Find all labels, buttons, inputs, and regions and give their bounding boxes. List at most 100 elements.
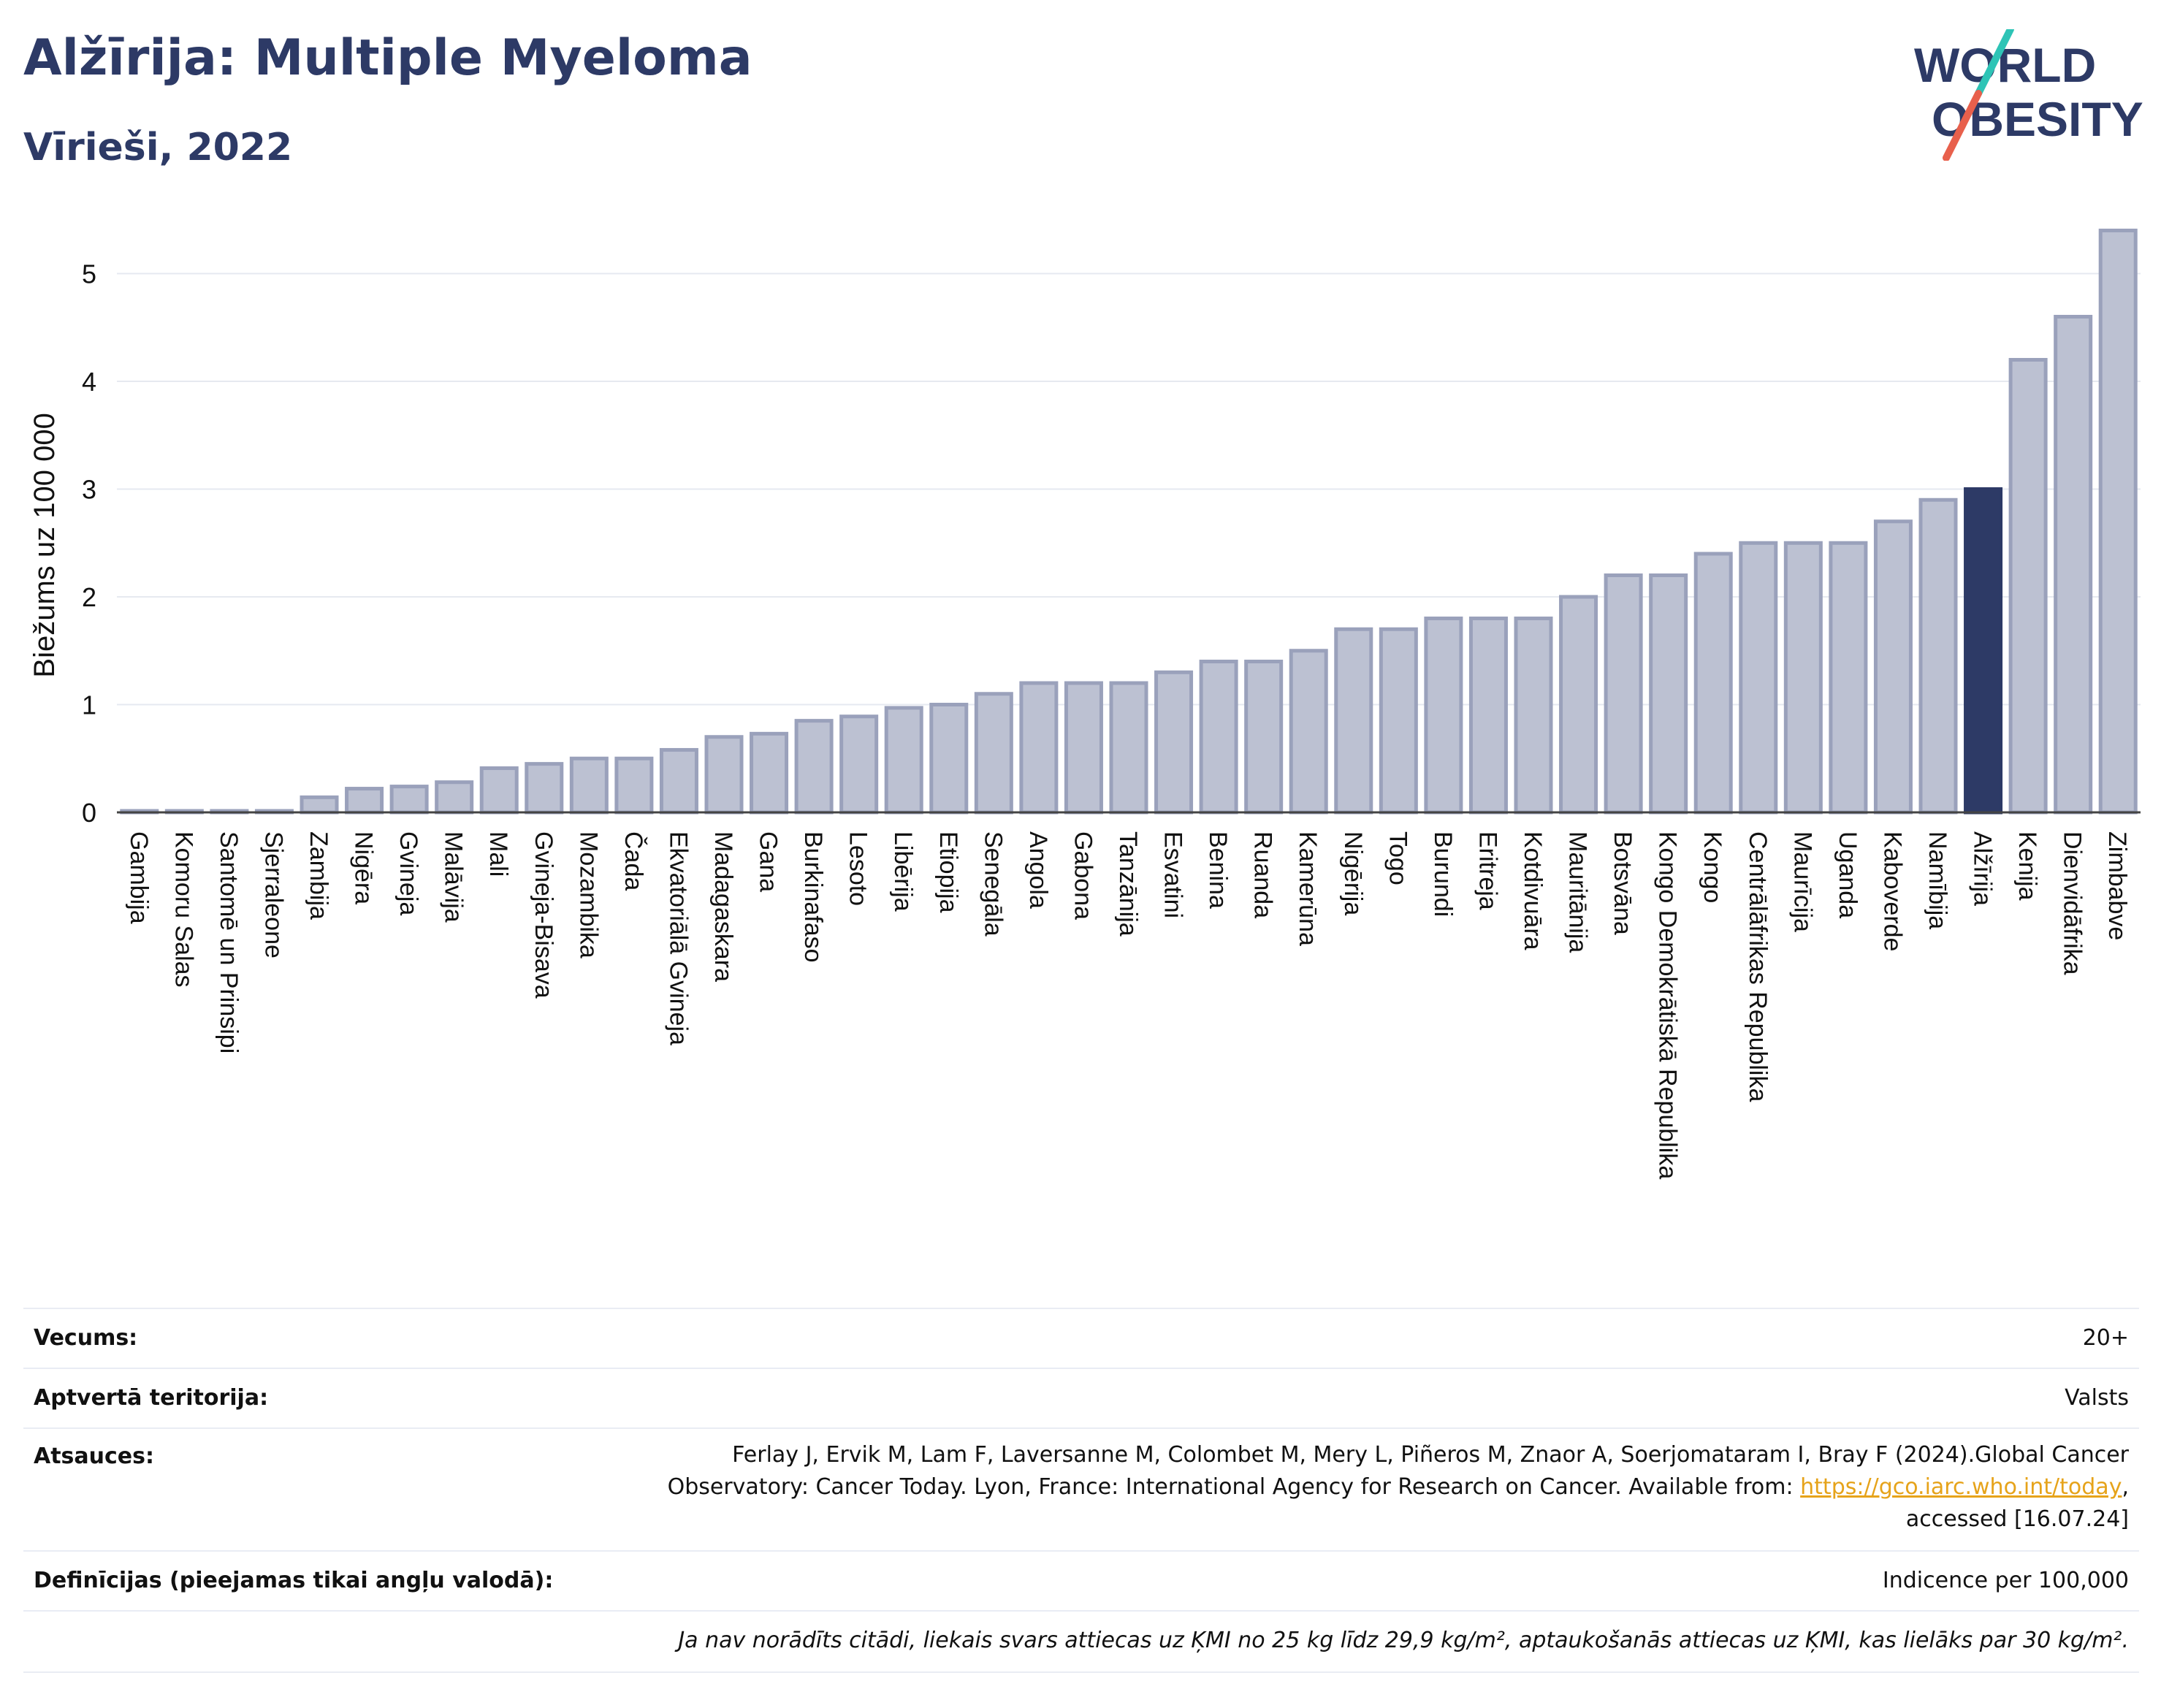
bar-Botsvāna (1604, 573, 1643, 815)
x-tick-label: Eritreja (1474, 831, 1501, 910)
note-text: Ja nav norādīts citādi, liekais svars at… (678, 1628, 2129, 1653)
page-title: Alžīrija: Multiple Myeloma (23, 29, 752, 87)
bar-Gana (750, 731, 789, 815)
bar-Esvatini (1154, 670, 1194, 815)
y-tick-label: 1 (82, 690, 96, 720)
meta-row-refs: Atsauces: Ferlay J, Ervik M, Lam F, Lave… (23, 1427, 2139, 1552)
x-tick-label: Esvatini (1159, 831, 1187, 918)
refs-link[interactable]: https://gco.iarc.who.int/today (1800, 1474, 2122, 1500)
age-value: 20+ (2082, 1325, 2129, 1351)
x-tick-label: Madagaskara (709, 831, 737, 982)
bars (120, 229, 2138, 815)
x-tick-label: Gabona (1069, 831, 1097, 920)
bar-Nigērija (1334, 627, 1373, 815)
bar-Tanzānija (1109, 681, 1148, 815)
x-tick-label: Senegāla (979, 831, 1007, 937)
bar-Čada (614, 756, 654, 815)
x-tick-label: Gvineja (395, 831, 422, 915)
age-label: Vecums: (34, 1325, 138, 1351)
y-tick-label: 3 (82, 475, 96, 505)
x-tick-label: Nigērija (1339, 831, 1367, 915)
x-tick-label: Zimbabve (2103, 831, 2131, 940)
x-tick-label: Gana (755, 831, 782, 892)
x-tick-label: Maurīcija (1788, 831, 1816, 932)
bar-Burundi (1424, 617, 1463, 815)
bar-Gabona (1064, 681, 1103, 815)
x-tick-label: Etiopija (934, 831, 962, 913)
area-label: Aptvertā teritorija: (34, 1385, 269, 1411)
area-value: Valsts (2065, 1385, 2129, 1411)
meta-row-area: Aptvertā teritorija: Valsts (23, 1368, 2139, 1429)
x-axis-ticks: Gambija Komoru Salas Santomē un Prinsipi Sj… (125, 831, 2131, 1179)
x-tick-label: Zambija (305, 831, 332, 920)
x-tick-label: Malāvija (440, 831, 468, 923)
x-tick-label: Nigēra (350, 831, 378, 904)
x-tick-label: Sjerraleone (259, 831, 287, 958)
y-tick-label: 0 (82, 798, 96, 828)
bar-Mali (479, 766, 519, 815)
bar-Alžīrija (1964, 487, 2003, 815)
x-tick-label: Angola (1024, 831, 1052, 909)
bar-Dienvidāfrika (2054, 315, 2093, 815)
meta-row-defs: Definīcijas (pieejamas tikai angļu valod… (23, 1550, 2139, 1612)
meta-row-note: Ja nav norādīts citādi, liekais svars at… (23, 1610, 2139, 1673)
x-tick-label: Centrālāfrikas Republika (1744, 831, 1772, 1102)
refs-line2: Observatory: Cancer Today. Lyon, France:… (449, 1471, 2129, 1503)
bar-Zambija (300, 795, 339, 815)
meta-row-age: Vecums: 20+ (23, 1308, 2139, 1369)
x-tick-label: Togo (1384, 831, 1411, 885)
x-tick-label: Santomē un Prinsipi (215, 831, 243, 1053)
y-tick-label: 5 (82, 259, 96, 289)
x-tick-label: Gvineja-Bisava (530, 831, 557, 999)
y-axis-label: Biežums uz 100 000 (28, 413, 61, 677)
refs-line1: Ferlay J, Ervik M, Lam F, Laversanne M, … (732, 1442, 2129, 1468)
bar-Madagaskara (704, 735, 744, 815)
x-tick-label: Libērija (889, 831, 917, 912)
x-tick-label: Tanzānija (1114, 831, 1142, 937)
bar-Mauritānija (1559, 595, 1598, 815)
y-axis-ticks: 0 1 2 3 4 5 (82, 259, 96, 828)
page-subtitle: Vīrieši, 2022 (23, 126, 293, 169)
x-tick-label: Kongo (1699, 831, 1726, 903)
bar-Kamerūna (1289, 649, 1328, 815)
bar-Malāvija (435, 780, 474, 815)
refs-line2-text: Observatory: Cancer Today. Lyon, France:… (667, 1474, 1801, 1500)
x-tick-label: Lesoto (845, 831, 872, 906)
x-tick-label: Alžīrija (1969, 831, 1997, 906)
bar-Uganda (1829, 541, 1868, 815)
bar-Kotdivuāra (1514, 617, 1553, 815)
bar-Etiopija (929, 703, 969, 815)
x-tick-label: Čada (620, 831, 647, 891)
x-tick-label: Mali (484, 831, 512, 877)
defs-value: Indicence per 100,000 (1882, 1568, 2129, 1593)
bar-Ekvatoriālā Gvineja (659, 747, 698, 815)
x-tick-label: Uganda (1834, 831, 1861, 918)
x-tick-label: Kaboverde (1878, 831, 1906, 951)
world-obesity-logo: WORLD OBESITY (1914, 29, 2143, 161)
x-tick-label: Kamerūna (1294, 831, 1322, 946)
logo-slash-top (1975, 29, 2014, 97)
y-tick-label: 2 (82, 582, 96, 612)
x-tick-label: Kongo Demokrātiskā Republika (1654, 831, 1682, 1179)
refs-line3: accessed [16.07.24] (1905, 1506, 2129, 1532)
bar-Senegāla (974, 692, 1013, 815)
bar-Namībija (1918, 497, 1958, 815)
x-tick-label: Gambija (125, 831, 153, 924)
bar-Burkinafaso (794, 719, 834, 815)
bar-Zimbabve (2098, 229, 2138, 815)
bar-Maurīcija (1783, 541, 1823, 815)
refs-line2-end: , (2122, 1474, 2129, 1500)
logo-slash-bottom (1943, 90, 1982, 161)
x-tick-label: Ruanda (1249, 831, 1277, 918)
bar-Nigēra (345, 787, 384, 815)
bar-Kongo (1693, 552, 1733, 815)
bar-Kaboverde (1873, 519, 1913, 815)
bar-Lesoto (839, 714, 879, 815)
refs-label: Atsauces: (34, 1444, 154, 1469)
x-tick-label: Burundi (1429, 831, 1457, 917)
x-tick-label: Dienvidāfrika (2059, 831, 2086, 975)
x-tick-label: Kenija (2013, 831, 2041, 901)
bar-Ruanda (1244, 660, 1284, 815)
bar-Eritreja (1468, 617, 1508, 815)
x-tick-label: Namībija (1924, 831, 1951, 929)
